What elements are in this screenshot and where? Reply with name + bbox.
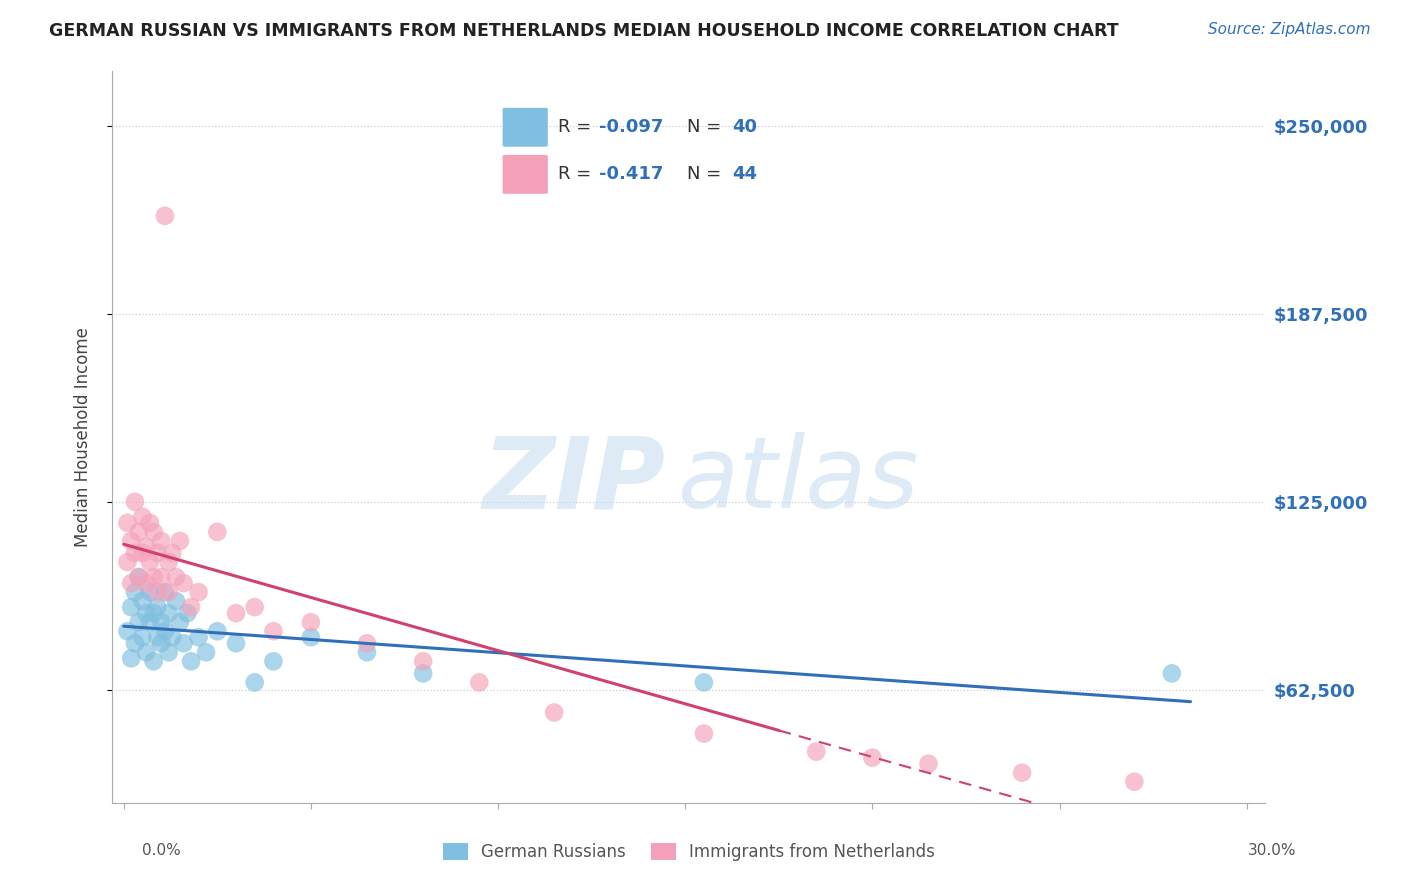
Point bbox=[142, 606, 165, 620]
Point bbox=[139, 516, 162, 530]
Point bbox=[128, 570, 150, 584]
Point bbox=[139, 555, 162, 569]
Point bbox=[806, 745, 828, 759]
Text: 30.0%: 30.0% bbox=[1249, 843, 1296, 858]
Point bbox=[412, 666, 434, 681]
Point bbox=[146, 546, 169, 560]
Point bbox=[173, 636, 195, 650]
Point bbox=[120, 600, 142, 615]
Point bbox=[146, 630, 169, 644]
Point bbox=[165, 594, 187, 608]
Point bbox=[117, 624, 139, 639]
Point bbox=[543, 706, 565, 720]
Legend: German Russians, Immigrants from Netherlands: German Russians, Immigrants from Netherl… bbox=[436, 836, 942, 868]
Point bbox=[299, 615, 322, 630]
Point bbox=[162, 546, 184, 560]
Text: 0.0%: 0.0% bbox=[142, 843, 181, 858]
Point bbox=[146, 600, 169, 615]
Y-axis label: Median Household Income: Median Household Income bbox=[73, 327, 91, 547]
Point bbox=[124, 636, 146, 650]
Point bbox=[139, 615, 162, 630]
Point bbox=[120, 533, 142, 548]
Text: ZIP: ZIP bbox=[482, 433, 666, 530]
Point bbox=[176, 606, 198, 620]
Point bbox=[262, 624, 284, 639]
Text: GERMAN RUSSIAN VS IMMIGRANTS FROM NETHERLANDS MEDIAN HOUSEHOLD INCOME CORRELATIO: GERMAN RUSSIAN VS IMMIGRANTS FROM NETHER… bbox=[49, 22, 1119, 40]
Point bbox=[153, 209, 176, 223]
Point bbox=[128, 615, 150, 630]
Point bbox=[468, 675, 491, 690]
Point bbox=[153, 585, 176, 599]
Point bbox=[150, 636, 173, 650]
Point bbox=[169, 533, 191, 548]
Point bbox=[150, 570, 173, 584]
Point bbox=[180, 654, 202, 668]
Point bbox=[693, 675, 716, 690]
Point bbox=[142, 654, 165, 668]
Point bbox=[356, 645, 378, 659]
Point bbox=[131, 630, 153, 644]
Point bbox=[207, 624, 229, 639]
Point bbox=[917, 756, 939, 771]
Point bbox=[128, 570, 150, 584]
Point bbox=[124, 585, 146, 599]
Point bbox=[173, 576, 195, 591]
Point bbox=[195, 645, 218, 659]
Point bbox=[135, 645, 157, 659]
Point bbox=[117, 555, 139, 569]
Point bbox=[299, 630, 322, 644]
Point bbox=[243, 600, 266, 615]
Point bbox=[157, 645, 180, 659]
Point bbox=[135, 540, 157, 554]
Point bbox=[157, 555, 180, 569]
Point bbox=[162, 630, 184, 644]
Point bbox=[243, 675, 266, 690]
Point bbox=[131, 509, 153, 524]
Point bbox=[356, 636, 378, 650]
Point bbox=[1160, 666, 1182, 681]
Point bbox=[120, 576, 142, 591]
Point bbox=[157, 606, 180, 620]
Point bbox=[128, 524, 150, 539]
Point bbox=[150, 615, 173, 630]
Point bbox=[146, 585, 169, 599]
Point bbox=[262, 654, 284, 668]
Point bbox=[169, 615, 191, 630]
Point bbox=[693, 726, 716, 740]
Point bbox=[150, 533, 173, 548]
Point bbox=[139, 585, 162, 599]
Point bbox=[157, 585, 180, 599]
Text: atlas: atlas bbox=[678, 433, 920, 530]
Point bbox=[180, 600, 202, 615]
Point bbox=[207, 524, 229, 539]
Point bbox=[860, 750, 883, 764]
Point bbox=[124, 495, 146, 509]
Point bbox=[153, 624, 176, 639]
Point bbox=[135, 606, 157, 620]
Text: Source: ZipAtlas.com: Source: ZipAtlas.com bbox=[1208, 22, 1371, 37]
Point bbox=[1011, 765, 1033, 780]
Point bbox=[131, 546, 153, 560]
Point bbox=[117, 516, 139, 530]
Point bbox=[135, 576, 157, 591]
Point bbox=[131, 594, 153, 608]
Point bbox=[124, 546, 146, 560]
Point bbox=[142, 570, 165, 584]
Point bbox=[225, 606, 247, 620]
Point bbox=[187, 630, 209, 644]
Point bbox=[120, 651, 142, 665]
Point bbox=[225, 636, 247, 650]
Point bbox=[142, 524, 165, 539]
Point bbox=[187, 585, 209, 599]
Point bbox=[165, 570, 187, 584]
Point bbox=[412, 654, 434, 668]
Point bbox=[1123, 774, 1146, 789]
